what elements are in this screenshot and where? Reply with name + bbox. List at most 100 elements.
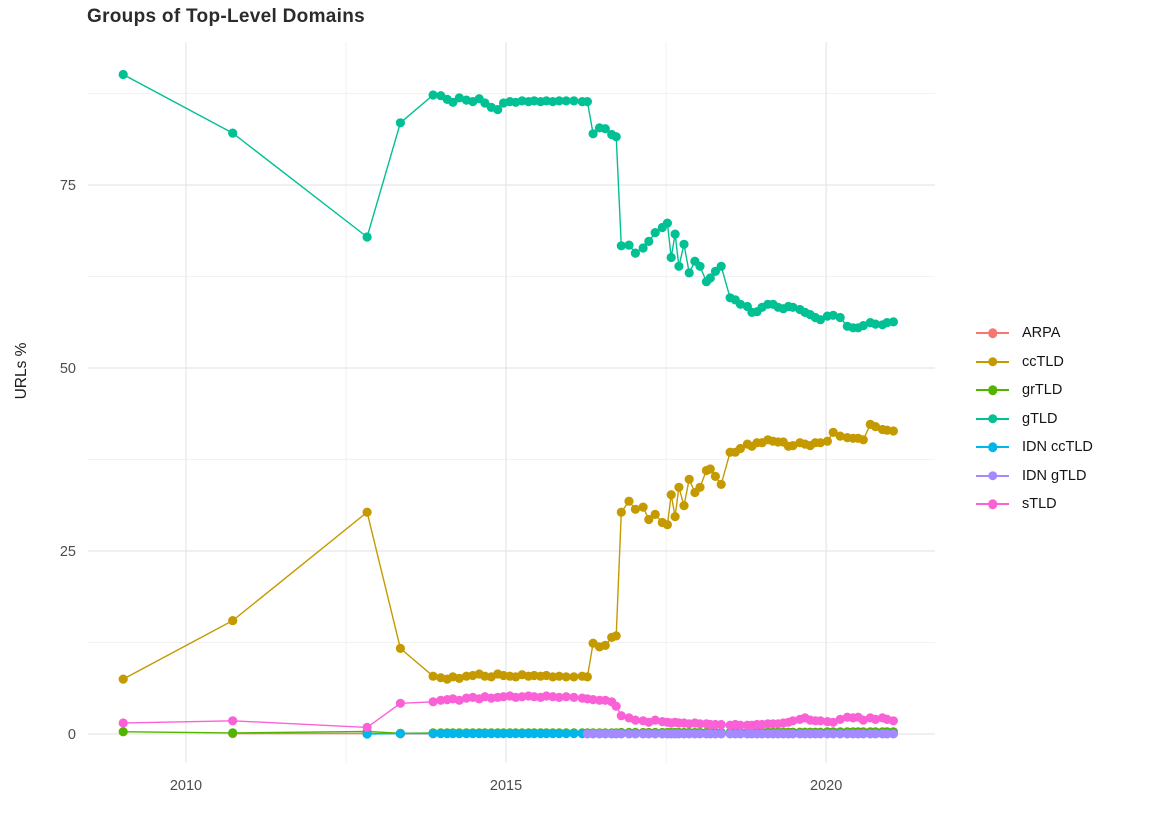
series-stld (118, 691, 899, 733)
data-point-gtld (695, 261, 705, 271)
legend-label: IDN ccTLD (1022, 439, 1093, 456)
data-point-stld (395, 698, 405, 708)
legend-key-icon (976, 438, 1009, 456)
data-point-stld (695, 719, 705, 729)
data-point-cctld (828, 427, 838, 437)
legend-item-cctld: ccTLD (976, 351, 1093, 374)
data-point-idn-cctld (498, 729, 509, 739)
series-idn-gtld (582, 729, 899, 739)
major-gridlines (88, 42, 935, 763)
data-point-cctld (561, 672, 571, 682)
data-point-stld (118, 718, 128, 728)
data-point-grtld (118, 727, 128, 737)
data-point-cctld (670, 511, 680, 522)
data-point-stld (828, 717, 838, 727)
data-point-gtld (888, 317, 899, 327)
data-point-stld (815, 716, 826, 726)
data-point-cctld (616, 507, 626, 517)
data-point-cctld (630, 504, 641, 514)
data-point-idn-gtld (735, 729, 746, 739)
legend-label: gTLD (1022, 410, 1058, 427)
data-point-gtld (395, 118, 405, 128)
legend-label: ARPA (1022, 325, 1061, 342)
data-point-idn-cctld (529, 729, 539, 739)
data-point-cctld (362, 507, 372, 517)
data-point-idn-cctld (517, 729, 527, 739)
legend-item-grtld: grTLD (976, 379, 1093, 402)
data-point-cctld (788, 441, 798, 451)
legend-item-arpa: ARPA (976, 322, 1093, 345)
data-point-cctld (644, 514, 654, 525)
data-point-stld (611, 701, 621, 711)
data-point-stld (554, 692, 564, 703)
data-point-idn-gtld (815, 729, 826, 739)
legend-key-icon (976, 381, 1009, 399)
data-point-gtld (362, 232, 372, 242)
data-point-cctld (611, 631, 621, 641)
data-point-gtld (735, 299, 746, 309)
data-point-stld (716, 719, 726, 730)
legend-label: grTLD (1022, 382, 1063, 399)
data-point-gtld (118, 69, 128, 80)
data-point-idn-cctld (436, 729, 446, 739)
data-point-gtld (630, 248, 641, 258)
data-point-idn-gtld (695, 729, 705, 739)
data-point-cctld (600, 640, 610, 651)
data-point-stld (888, 716, 899, 726)
data-point-idn-cctld (486, 729, 496, 739)
data-point-stld (835, 714, 845, 725)
data-point-idn-cctld (428, 729, 438, 739)
data-point-idn-gtld (882, 729, 892, 739)
data-point-idn-cctld (569, 729, 579, 739)
data-point-stld (870, 714, 881, 725)
data-point-cctld (815, 438, 826, 448)
x-tick-label: 2020 (810, 778, 842, 794)
data-point-cctld (705, 464, 715, 474)
data-point-stld (630, 715, 641, 725)
data-point-gtld (870, 319, 881, 329)
data-point-gtld (679, 239, 689, 249)
data-point-gtld (674, 261, 684, 271)
data-point-cctld (118, 674, 128, 684)
data-point-cctld (735, 443, 746, 454)
legend-key-icon (976, 410, 1009, 428)
data-point-gtld (561, 96, 571, 106)
data-point-idn-cctld (362, 729, 372, 739)
data-point-gtld (569, 96, 579, 106)
legend-key-icon (976, 467, 1009, 485)
data-series-layer (118, 69, 899, 739)
data-point-gtld (662, 218, 673, 228)
data-point-grtld (228, 728, 238, 738)
data-point-idn-gtld (630, 729, 641, 739)
data-point-stld (788, 716, 798, 726)
data-point-idn-cctld (480, 729, 490, 739)
data-point-idn-gtld (788, 729, 798, 739)
data-point-cctld (674, 482, 684, 492)
legend-item-stld: sTLD (976, 493, 1093, 516)
data-point-gtld (554, 96, 564, 106)
data-point-gtld (228, 128, 238, 138)
data-point-idn-gtld (644, 729, 654, 739)
axis-tick-labels: 0 25 50 75 2010 2015 2020 (60, 178, 842, 794)
data-point-gtld (835, 312, 845, 323)
series-gtld (118, 69, 899, 333)
data-point-idn-gtld (835, 729, 845, 739)
data-point-idn-gtld (716, 729, 726, 739)
data-point-gtld (716, 261, 726, 271)
y-tick-label: 50 (60, 361, 76, 377)
legend-item-gtld: gTLD (976, 408, 1093, 431)
data-point-gtld (788, 302, 798, 312)
data-point-gtld (493, 105, 503, 115)
data-point-stld (735, 720, 746, 730)
data-point-idn-cctld (511, 729, 521, 739)
data-point-cctld (888, 426, 899, 436)
y-tick-label: 0 (68, 727, 76, 743)
data-point-cctld (395, 643, 405, 654)
data-point-gtld (638, 243, 648, 253)
x-tick-label: 2015 (490, 778, 522, 794)
data-point-gtld (815, 315, 826, 325)
data-point-cctld (679, 501, 689, 511)
data-point-cctld (822, 436, 833, 446)
legend-label: IDN gTLD (1022, 467, 1087, 484)
